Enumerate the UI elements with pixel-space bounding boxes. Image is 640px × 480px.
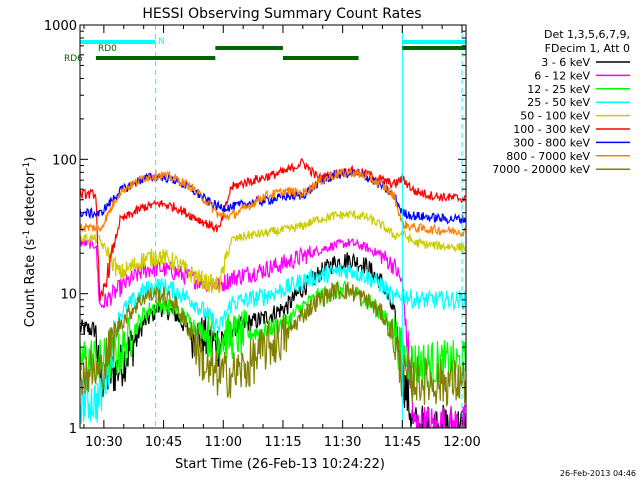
legend-label-9: 7000 - 20000 keV <box>492 163 590 176</box>
x-tick-label-6: 11:45 <box>384 435 421 450</box>
y-tick-label-2: 10 <box>60 288 77 303</box>
series-line-4 <box>80 262 466 424</box>
x-tick-label-1: 10:30 <box>85 435 122 450</box>
axes: 1 10 100 1000 10:30 10:45 11:00 11:15 11:30 11:45… <box>44 19 481 450</box>
y-tick-label-3: 100 <box>52 153 77 168</box>
x-axis-label: Start Time (26-Feb-13 10:24:22) <box>175 457 385 472</box>
y-tick-label-1: 1 <box>69 422 77 437</box>
series-line-9 <box>80 280 466 408</box>
footer-date: 26-Feb-2013 04:46 <box>560 469 636 478</box>
series-line-2 <box>80 237 466 428</box>
chart-title: HESSI Observing Summary Count Rates <box>142 6 421 22</box>
legend-label-7: 300 - 800 keV <box>513 136 590 149</box>
plot-area <box>80 158 466 428</box>
legend-label-2: 6 - 12 keV <box>534 69 590 82</box>
x-tick-label-5: 11:30 <box>324 435 361 450</box>
series-line-3 <box>80 279 466 388</box>
annotations: N RD0 RD6 <box>64 25 466 428</box>
series-line-8 <box>80 166 466 238</box>
legend-label-6: 100 - 300 keV <box>513 123 590 136</box>
n-label: N <box>158 37 165 47</box>
rd0-label: RD0 <box>98 44 117 54</box>
series-line-5 <box>80 210 466 294</box>
x-tick-label-7: 12:00 <box>443 435 480 450</box>
x-tick-label-2: 10:45 <box>145 435 182 450</box>
legend-header-line-2: FDecim 1, Att 0 <box>545 42 630 55</box>
legend: Det 1,3,5,6,7,9, FDecim 1, Att 0 3 - 6 k… <box>492 28 630 176</box>
series-line-6 <box>80 158 466 302</box>
legend-label-5: 50 - 100 keV <box>520 110 590 123</box>
x-tick-label-4: 11:15 <box>264 435 301 450</box>
y-axis-label: Count Rate (s-1 detector-1) <box>22 157 38 328</box>
legend-label-8: 800 - 7000 keV <box>506 150 590 163</box>
plot-frame <box>79 24 467 429</box>
legend-label-4: 25 - 50 keV <box>527 96 590 109</box>
x-tick-label-3: 11:00 <box>205 435 242 450</box>
rd6-label: RD6 <box>64 54 83 64</box>
legend-header-line-1: Det 1,3,5,6,7,9, <box>544 28 630 41</box>
legend-label-1: 3 - 6 keV <box>541 56 590 69</box>
legend-label-3: 12 - 25 keV <box>527 83 590 96</box>
y-tick-label-4: 1000 <box>44 19 77 34</box>
